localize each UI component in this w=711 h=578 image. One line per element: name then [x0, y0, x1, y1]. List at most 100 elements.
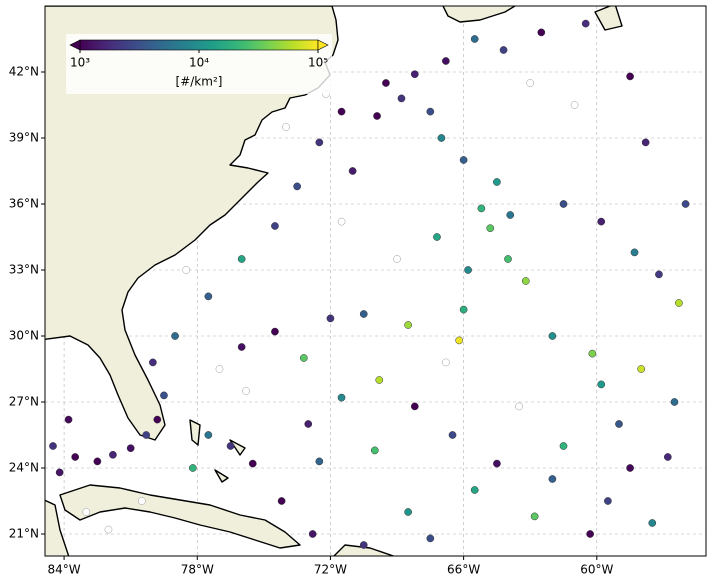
- data-point: [315, 138, 324, 147]
- data-point: [215, 365, 224, 373]
- x-tick-label: 72°W: [314, 563, 347, 577]
- colorbar-tick-label: 10³: [70, 56, 90, 70]
- data-point: [348, 167, 357, 175]
- data-point: [493, 178, 501, 186]
- data-point: [504, 255, 512, 263]
- data-point: [304, 420, 313, 428]
- data-point: [370, 446, 379, 455]
- data-point: [597, 380, 606, 389]
- y-tick-label: 24°N: [9, 461, 39, 475]
- data-point: [570, 101, 579, 109]
- data-point: [410, 402, 419, 411]
- frame: [44, 5, 707, 557]
- x-tick-label: 60°W: [580, 563, 613, 577]
- cuba: [59, 484, 301, 549]
- data-point: [442, 358, 450, 367]
- colorbar: 10³ 10⁴ 10⁵ [#/km²]: [66, 34, 332, 94]
- y-tick-label: 39°N: [9, 131, 39, 145]
- y-tick-label: 36°N: [9, 197, 39, 211]
- data-point: [182, 266, 191, 274]
- data-point: [126, 444, 135, 453]
- data-point: [559, 442, 568, 450]
- data-point: [581, 19, 590, 28]
- data-point: [382, 79, 390, 87]
- observations: [49, 19, 690, 549]
- y-tick-label: 42°N: [9, 65, 39, 79]
- data-point: [604, 497, 612, 505]
- data-point: [337, 217, 346, 226]
- data-point: [149, 358, 157, 367]
- data-point: [470, 35, 479, 43]
- data-point: [626, 464, 634, 472]
- data-point: [597, 217, 606, 226]
- data-point: [437, 134, 446, 142]
- data-point: [526, 79, 535, 87]
- data-point: [537, 28, 546, 37]
- data-point: [188, 464, 197, 472]
- data-point: [271, 327, 279, 336]
- data-point: [237, 255, 246, 263]
- data-point: [637, 365, 646, 373]
- data-point: [93, 457, 102, 466]
- data-point: [359, 310, 368, 318]
- land: [45, 6, 623, 556]
- data-point: [559, 200, 568, 208]
- y-tick-label: 21°N: [9, 527, 39, 541]
- data-point: [315, 457, 324, 466]
- data-point: [171, 332, 179, 340]
- data-point: [271, 222, 279, 230]
- data-point: [242, 387, 250, 395]
- data-point: [433, 233, 441, 241]
- data-point: [455, 336, 464, 345]
- data-point: [464, 266, 472, 274]
- data-point: [448, 431, 457, 439]
- data-point: [486, 224, 495, 233]
- data-point: [55, 468, 64, 477]
- data-point: [71, 453, 80, 461]
- data-point: [142, 431, 151, 439]
- data-point: [493, 459, 501, 468]
- y-tick-label: 33°N: [9, 263, 39, 277]
- data-point: [506, 211, 515, 219]
- data-point: [337, 393, 346, 402]
- data-point: [237, 343, 246, 351]
- data-point: [410, 70, 419, 79]
- data-point: [648, 519, 657, 527]
- data-point: [548, 332, 557, 340]
- data-point: [82, 508, 91, 516]
- y-tick-label: 30°N: [9, 329, 39, 343]
- data-point: [104, 525, 113, 534]
- data-point: [160, 391, 168, 400]
- y-tick-label: 27°N: [9, 395, 39, 409]
- data-point: [477, 204, 486, 213]
- data-point: [308, 530, 317, 538]
- data-point: [337, 107, 346, 116]
- data-point: [393, 255, 401, 263]
- data-point: [630, 248, 639, 257]
- data-point: [530, 512, 539, 521]
- colorbar-extend-low: [69, 39, 81, 51]
- data-point: [426, 107, 435, 116]
- data-point: [426, 534, 435, 543]
- colorbar-body: [79, 39, 319, 51]
- x-tick-label: 84°W: [48, 563, 81, 577]
- data-point: [49, 442, 57, 450]
- colorbar-label: [#/km²]: [176, 75, 223, 89]
- colorbar-extend-high: [317, 39, 329, 51]
- data-point: [615, 420, 623, 428]
- x-tick-label: 66°W: [447, 563, 480, 577]
- data-point: [204, 292, 213, 301]
- data-point: [397, 94, 406, 103]
- data-point: [375, 376, 384, 384]
- bahamas: [189, 419, 246, 483]
- data-point: [248, 459, 257, 468]
- data-point: [626, 72, 634, 81]
- data-point: [299, 354, 308, 362]
- x-tick-label: 78°W: [181, 563, 214, 577]
- data-point: [655, 270, 663, 279]
- data-point: [326, 314, 335, 323]
- data-point: [663, 453, 672, 461]
- data-point: [137, 497, 146, 505]
- data-point: [404, 508, 412, 516]
